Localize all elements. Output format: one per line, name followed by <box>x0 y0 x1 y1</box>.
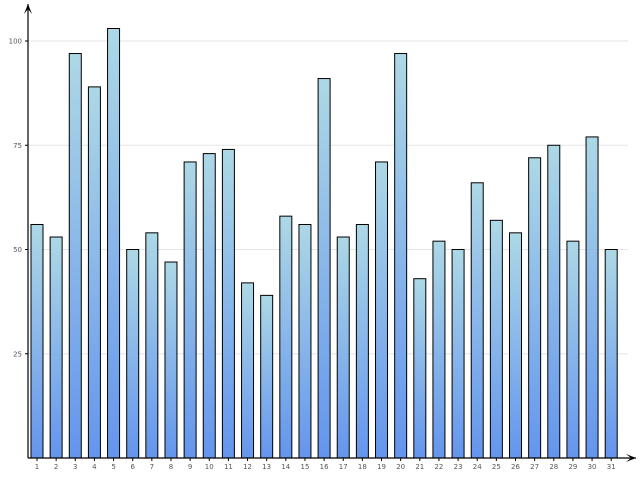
x-tick-label: 22 <box>434 463 443 471</box>
x-tick-label: 8 <box>169 463 173 471</box>
x-tick-label: 25 <box>492 463 501 471</box>
x-tick-label: 4 <box>92 463 97 471</box>
bar-5 <box>107 28 121 459</box>
bar-9 <box>183 161 197 459</box>
y-tick-label: 25 <box>13 350 22 358</box>
x-tick-label: 3 <box>73 463 77 471</box>
bar-26 <box>509 232 522 459</box>
x-tick-label: 14 <box>281 463 290 471</box>
y-tick-label: 75 <box>13 142 22 150</box>
axes <box>24 4 636 462</box>
x-tick-label: 2 <box>54 463 58 471</box>
x-tick-label: 10 <box>205 463 214 471</box>
x-tick-label: 31 <box>607 463 616 471</box>
x-tick-label: 11 <box>224 463 233 471</box>
bar-4 <box>87 86 101 459</box>
bar-31 <box>604 249 618 459</box>
bar-28 <box>547 144 561 459</box>
bar-18 <box>355 223 369 459</box>
bar-3 <box>68 53 82 459</box>
bars <box>30 28 618 459</box>
bar-30 <box>585 136 599 459</box>
x-tick-label: 23 <box>454 463 463 471</box>
x-tick-label: 1 <box>35 463 39 471</box>
bar-13 <box>260 294 274 459</box>
x-tick-label: 6 <box>130 463 135 471</box>
x-tick-label: 20 <box>396 463 405 471</box>
bar-10 <box>202 153 216 459</box>
x-tick-label: 5 <box>111 463 115 471</box>
x-tick-label: 29 <box>568 463 577 471</box>
y-axis-arrow-icon <box>24 4 32 14</box>
x-tick-label: 18 <box>358 463 367 471</box>
y-tick-label: 50 <box>13 246 22 254</box>
x-tick-label: 15 <box>300 463 309 471</box>
bar-25 <box>489 219 503 459</box>
bar-22 <box>432 240 446 459</box>
bar-1 <box>30 223 44 459</box>
bar-14 <box>279 215 293 459</box>
x-tick-label: 30 <box>588 463 597 471</box>
x-tick-label: 7 <box>150 463 154 471</box>
bar-24 <box>470 182 484 459</box>
bar-11 <box>221 148 235 459</box>
x-tick-label: 17 <box>339 463 348 471</box>
x-tick-label: 12 <box>243 463 252 471</box>
x-tick-label: 16 <box>320 463 329 471</box>
x-tick-label: 19 <box>377 463 386 471</box>
x-tick-label: 9 <box>188 463 192 471</box>
bar-15 <box>298 223 312 459</box>
x-tick-label: 21 <box>415 463 424 471</box>
bar-27 <box>528 157 542 459</box>
x-tick-label: 26 <box>511 463 520 471</box>
y-tick-label: 100 <box>9 38 22 46</box>
bar-12 <box>241 282 255 459</box>
bar-7 <box>145 232 159 459</box>
x-tick-label: 13 <box>262 463 271 471</box>
x-axis-arrow-icon <box>626 454 636 462</box>
bar-20 <box>394 53 408 459</box>
bar-17 <box>336 236 350 459</box>
bar-23 <box>451 249 465 459</box>
bar-29 <box>566 240 580 459</box>
x-tick-label: 28 <box>549 463 558 471</box>
bar-16 <box>317 78 331 459</box>
x-tick-label: 24 <box>473 463 482 471</box>
bar-6 <box>126 249 140 459</box>
bar-21 <box>413 278 427 459</box>
x-tick-label: 27 <box>530 463 539 471</box>
bar-8 <box>164 261 178 459</box>
bar-2 <box>49 236 63 459</box>
bar-19 <box>375 161 389 459</box>
